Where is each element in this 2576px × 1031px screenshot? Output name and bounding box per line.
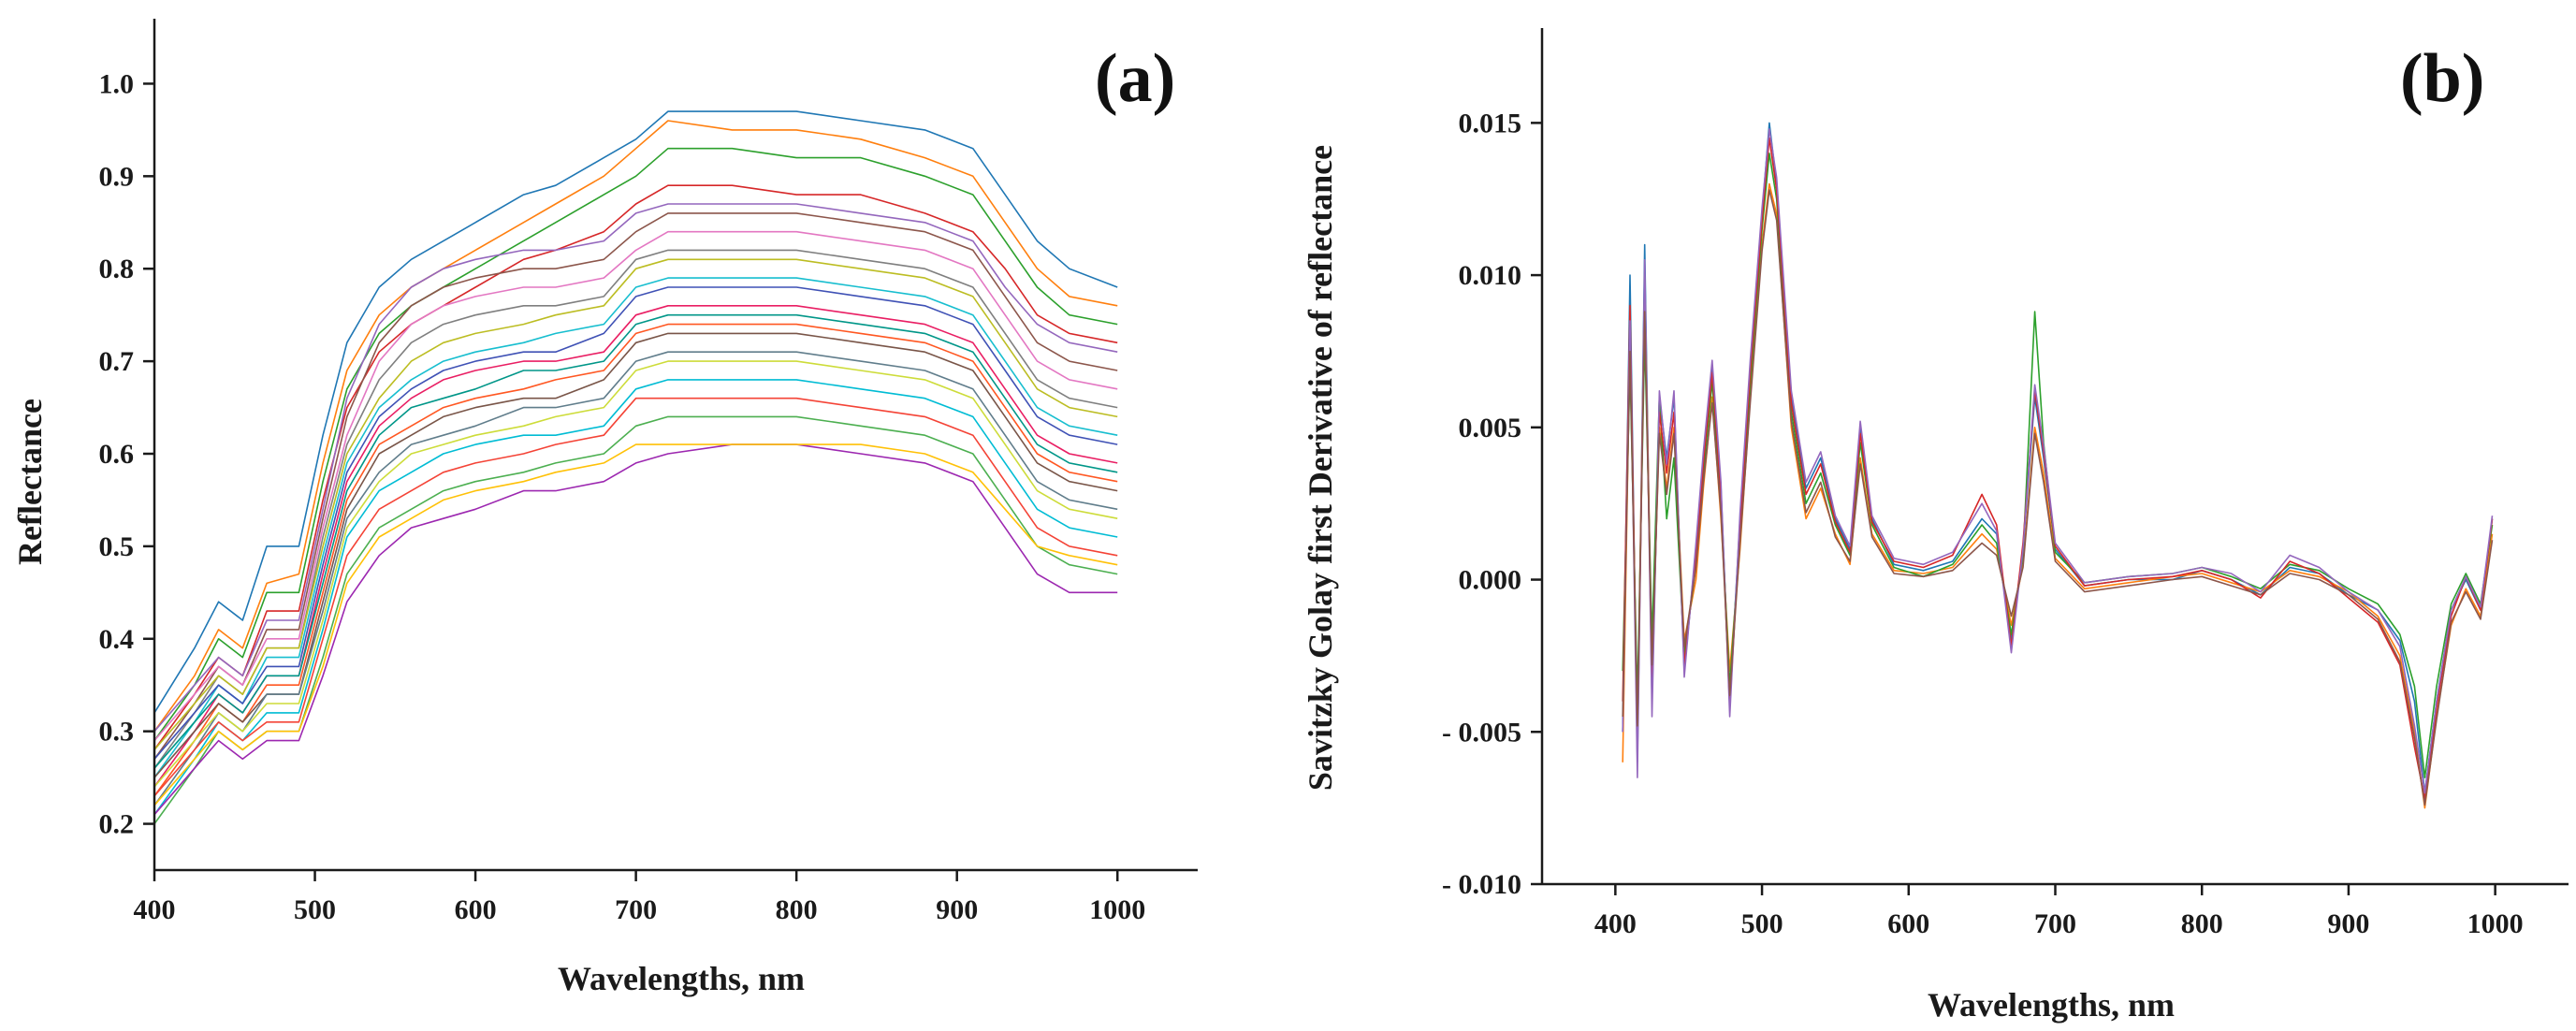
- panel-a-y-tick-label: 1.0: [99, 68, 135, 99]
- panel-b-series-d3: [1622, 152, 2494, 778]
- panel-a-series-s1: [153, 110, 1118, 714]
- panel-a-y-tick-label: 0.5: [99, 531, 135, 562]
- panel-b-x-axis-label: Wavelengths, nm: [1928, 986, 2175, 1024]
- panel-b-y-tick-label: 0.015: [1459, 108, 1522, 138]
- panel-a-x-tick-label: 600: [455, 894, 497, 925]
- panel-a-series-s11: [153, 286, 1118, 760]
- panel-b-y-tick-label: - 0.005: [1442, 717, 1521, 748]
- panel-a-series-s13: [153, 313, 1118, 769]
- panel-a-x-tick-label: 700: [615, 894, 657, 925]
- panel-b-x-tick-label: 400: [1594, 908, 1637, 939]
- panel-a-series-s22: [153, 443, 1118, 806]
- panel-b-series-d2: [1622, 182, 2494, 809]
- panel-a-y-tick-label: 0.3: [99, 717, 135, 748]
- panel-b-x-tick-label: 600: [1887, 908, 1929, 939]
- panel-b-x-tick-label: 1000: [2467, 908, 2524, 939]
- panel-a-reflectance-chart: 400 500 600 700 800 900 1000 0.2 0.3 0.4 0.5 0.6 0.7…: [11, 19, 1198, 997]
- panel-a-x-tick-label: 1000: [1089, 894, 1145, 925]
- panel-b-label: (b): [2400, 40, 2484, 117]
- panel-a-series-s3: [153, 147, 1118, 742]
- panel-a-x-axis-label: Wavelengths, nm: [558, 960, 805, 997]
- panel-a-series-s10: [153, 277, 1118, 778]
- panel-a-series-s8: [153, 249, 1118, 769]
- panel-a-series-s2: [153, 120, 1118, 733]
- panel-a-x-tick-label: 400: [134, 894, 176, 925]
- panel-a-y-tick-label: 0.2: [99, 809, 135, 840]
- panel-a-x-tick-label: 500: [294, 894, 336, 925]
- panel-a-y-axis-label: Reflectance: [11, 399, 49, 565]
- panel-a-x-tick-label: 900: [936, 894, 978, 925]
- panel-b-spectra: [1622, 122, 2494, 809]
- panel-a-series-s17: [153, 360, 1118, 788]
- panel-a-series-s16: [153, 351, 1118, 806]
- panel-b-series-d6: [1622, 189, 2494, 806]
- panel-b-x-tick-label: 700: [2034, 908, 2076, 939]
- panel-a-x-tick-label: 800: [776, 894, 818, 925]
- panel-b-y-tick-label: 0.005: [1459, 413, 1522, 443]
- panel-a-series-s14: [153, 323, 1118, 797]
- panel-b-y-tick-label: 0.000: [1459, 565, 1522, 596]
- panel-a-y-tick-label: 0.8: [99, 254, 135, 284]
- panel-b-y-tick-label: 0.010: [1459, 260, 1522, 291]
- panel-a-series-s9: [153, 258, 1118, 750]
- panel-b-y-axis-label: Savitzky Golay first Derivative of refle…: [1302, 145, 1339, 791]
- panel-b-x-tick-label: 900: [2327, 908, 2369, 939]
- panel-a-series-s4: [153, 184, 1118, 750]
- panel-b-axes: 400 500 600 700 800 900 1000 - 0.010 - 0.005 0.00…: [1442, 28, 2569, 939]
- panel-b-x-tick-label: 800: [2181, 908, 2223, 939]
- panel-b-series-d4: [1622, 137, 2494, 800]
- panel-b-derivative-chart: 400 500 600 700 800 900 1000 - 0.010 - 0.005 0.00…: [1302, 28, 2569, 1024]
- panel-a-y-tick-label: 0.9: [99, 161, 135, 192]
- panel-a-y-tick-label: 0.7: [99, 346, 135, 377]
- panel-a-y-tick-label: 0.6: [99, 439, 135, 470]
- panel-b-x-tick-label: 500: [1741, 908, 1783, 939]
- panel-a-series-s6: [153, 212, 1118, 760]
- panel-a-y-tick-label: 0.4: [99, 624, 135, 655]
- panel-a-axes: 400 500 600 700 800 900 1000 0.2 0.3 0.4 0.5 0.6 0.7…: [99, 19, 1198, 925]
- panel-a-series-s21: [153, 443, 1118, 816]
- panel-b-series-d5: [1622, 128, 2494, 794]
- panel-a-series-s7: [153, 230, 1118, 742]
- panel-b-y-tick-label: - 0.010: [1442, 869, 1521, 900]
- panel-a-series-s5: [153, 203, 1118, 733]
- panel-b-series-d1: [1622, 122, 2494, 794]
- panel-a-label: (a): [1095, 40, 1175, 117]
- panel-a-series-s18: [153, 379, 1118, 816]
- panel-a-spectra: [153, 110, 1118, 825]
- panel-a-series-s19: [153, 397, 1118, 797]
